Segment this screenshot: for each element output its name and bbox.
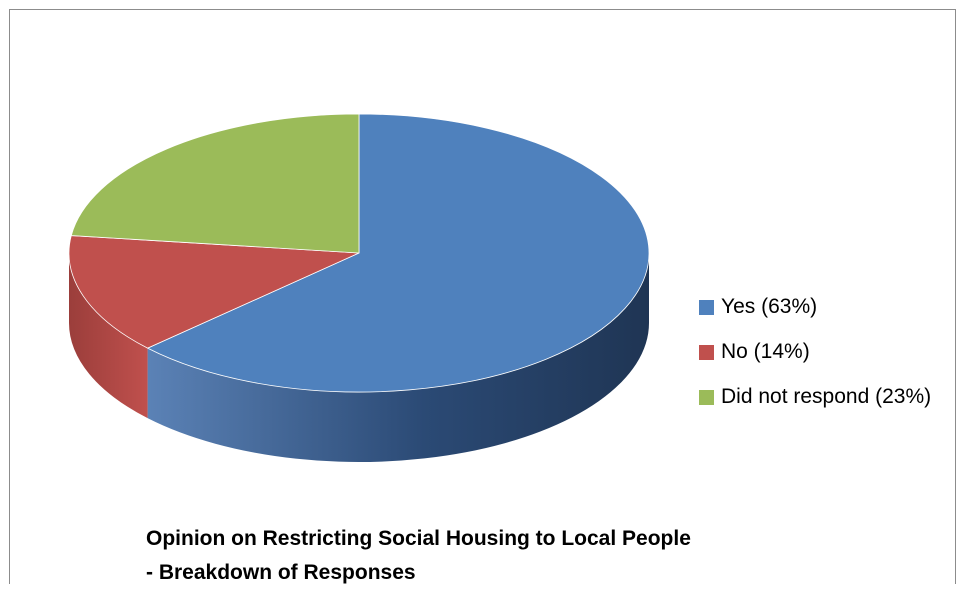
legend-swatch-yes	[699, 299, 714, 315]
chart-subtitle: - Breakdown of Responses	[146, 561, 416, 584]
pie-slice-yes	[146, 113, 650, 393]
chart-title: Opinion on Restricting Social Housing to…	[146, 527, 691, 550]
legend-label-did-not-respond: Did not respond (23%)	[721, 385, 932, 408]
legend-label-yes: Yes (63%)	[721, 295, 818, 318]
pie-side-no	[69, 253, 148, 419]
pie-tops	[68, 113, 650, 393]
legend-item-yes: Yes (63%)	[699, 292, 931, 322]
legend-swatch-no	[699, 344, 714, 360]
legend-item-no: No (14%)	[699, 337, 931, 367]
legend: Yes (63%) No (14%) Did not respond (23%)	[699, 292, 931, 427]
pie-side-yes	[147, 253, 649, 463]
chart-title-block: Opinion on Restricting Social Housing to…	[146, 522, 691, 590]
legend-item-did-not-respond: Did not respond (23%)	[699, 382, 931, 412]
legend-swatch-did-not-respond	[699, 389, 714, 405]
pie-slice-no	[68, 235, 360, 349]
pie-sides	[69, 253, 649, 463]
chart-area: Yes (63%) No (14%) Did not respond (23%)…	[9, 9, 956, 584]
pie-slice-did-not-respond	[70, 113, 360, 254]
pie-chart	[68, 113, 650, 463]
legend-label-no: No (14%)	[721, 340, 810, 363]
